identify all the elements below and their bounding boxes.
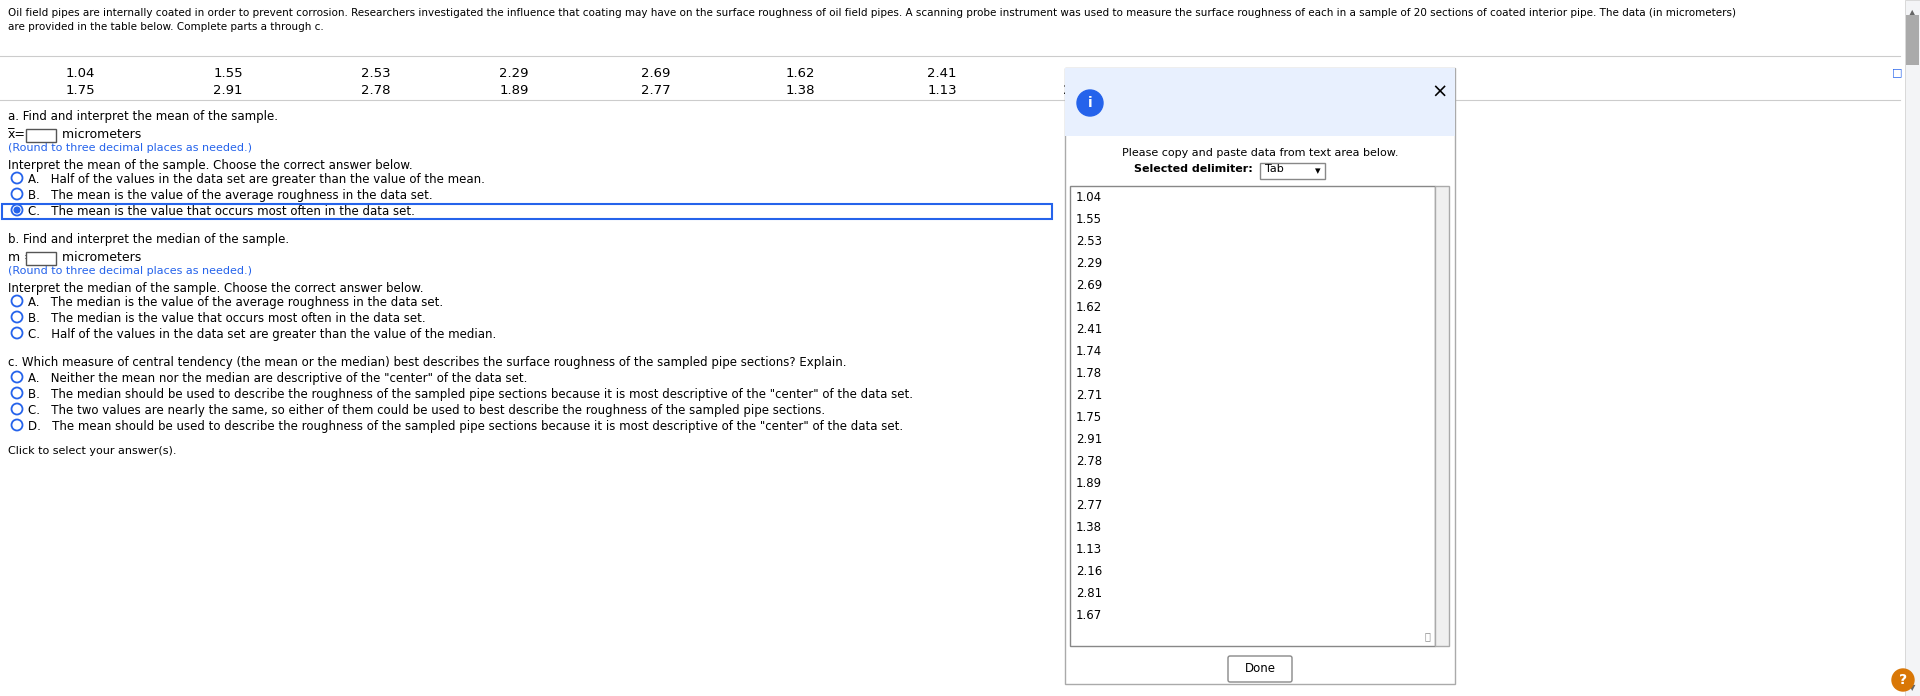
FancyBboxPatch shape — [2, 204, 1052, 219]
Text: 2.91: 2.91 — [1075, 433, 1102, 446]
Text: Selected delimiter:: Selected delimiter: — [1133, 164, 1260, 174]
FancyBboxPatch shape — [1069, 186, 1434, 646]
Text: c. Which measure of central tendency (the mean or the median) best describes the: c. Which measure of central tendency (th… — [8, 356, 847, 369]
Text: 2.71: 2.71 — [1075, 389, 1102, 402]
Text: x̅=: x̅= — [8, 128, 27, 141]
Text: 1.89: 1.89 — [499, 84, 528, 97]
Text: 1.62: 1.62 — [785, 67, 814, 80]
Text: 1.13: 1.13 — [1075, 543, 1102, 556]
Text: A.   The median is the value of the average roughness in the data set.: A. The median is the value of the averag… — [29, 296, 444, 309]
Text: 2.77: 2.77 — [641, 84, 670, 97]
Text: ×: × — [1432, 83, 1448, 102]
Text: □: □ — [1891, 67, 1903, 77]
Text: 1.62: 1.62 — [1075, 301, 1102, 314]
FancyBboxPatch shape — [1229, 656, 1292, 682]
Text: 1.13: 1.13 — [927, 84, 956, 97]
Text: micrometers: micrometers — [58, 128, 142, 141]
Text: 2.16: 2.16 — [1064, 84, 1092, 97]
Text: (Round to three decimal places as needed.): (Round to three decimal places as needed… — [8, 143, 252, 153]
Text: 1.74: 1.74 — [1075, 345, 1102, 358]
FancyBboxPatch shape — [1434, 186, 1450, 646]
Text: 1.78: 1.78 — [1200, 67, 1229, 80]
Text: B.   The median is the value that occurs most often in the data set.: B. The median is the value that occurs m… — [29, 312, 426, 325]
Text: 1.67: 1.67 — [1075, 609, 1102, 622]
Text: are provided in the table below. Complete parts a through c.: are provided in the table below. Complet… — [8, 22, 324, 32]
Text: 1.38: 1.38 — [1075, 521, 1102, 534]
Text: Please copy and paste data from text area below.: Please copy and paste data from text are… — [1121, 148, 1398, 158]
FancyBboxPatch shape — [1905, 0, 1920, 696]
Text: Tab: Tab — [1265, 164, 1284, 174]
Text: 2.41: 2.41 — [927, 67, 956, 80]
Text: 2.78: 2.78 — [361, 84, 392, 97]
Text: 2.69: 2.69 — [641, 67, 670, 80]
Text: Interpret the median of the sample. Choose the correct answer below.: Interpret the median of the sample. Choo… — [8, 282, 424, 295]
Text: B.   The mean is the value of the average roughness in the data set.: B. The mean is the value of the average … — [29, 189, 432, 202]
Text: i: i — [1089, 96, 1092, 110]
Text: m =: m = — [8, 251, 35, 264]
Text: 2.81: 2.81 — [1075, 587, 1102, 600]
Text: 1.04: 1.04 — [65, 67, 94, 80]
Text: 2.77: 2.77 — [1075, 499, 1102, 512]
Text: 2.29: 2.29 — [499, 67, 528, 80]
Text: 2.71: 2.71 — [1334, 67, 1365, 80]
Text: ▼: ▼ — [1908, 683, 1916, 692]
Text: a. Find and interpret the mean of the sample.: a. Find and interpret the mean of the sa… — [8, 110, 278, 123]
Text: 2.53: 2.53 — [361, 67, 392, 80]
Text: 2.78: 2.78 — [1075, 455, 1102, 468]
Text: B.   The median should be used to describe the roughness of the sampled pipe sec: B. The median should be used to describe… — [29, 388, 914, 401]
FancyBboxPatch shape — [1066, 68, 1455, 136]
Text: C.   Half of the values in the data set are greater than the value of the median: C. Half of the values in the data set ar… — [29, 328, 495, 341]
Text: Oil field pipes are internally coated in order to prevent corrosion. Researchers: Oil field pipes are internally coated in… — [8, 8, 1736, 18]
Text: Interpret the mean of the sample. Choose the correct answer below.: Interpret the mean of the sample. Choose… — [8, 159, 413, 172]
Text: 2.16: 2.16 — [1075, 565, 1102, 578]
Text: ▾: ▾ — [1315, 166, 1321, 176]
Text: C.   The two values are nearly the same, so either of them could be used to best: C. The two values are nearly the same, s… — [29, 404, 826, 417]
Text: micrometers: micrometers — [58, 251, 142, 264]
Text: (Round to three decimal places as needed.): (Round to three decimal places as needed… — [8, 266, 252, 276]
FancyBboxPatch shape — [27, 252, 56, 265]
FancyBboxPatch shape — [27, 129, 56, 142]
Text: C.   The mean is the value that occurs most often in the data set.: C. The mean is the value that occurs mos… — [29, 205, 415, 218]
Text: 1.89: 1.89 — [1075, 477, 1102, 490]
FancyBboxPatch shape — [1907, 15, 1918, 65]
Text: ?: ? — [1899, 673, 1907, 687]
Text: D.   The mean should be used to describe the roughness of the sampled pipe secti: D. The mean should be used to describe t… — [29, 420, 902, 433]
Text: 2.29: 2.29 — [1075, 257, 1102, 270]
Circle shape — [13, 207, 19, 213]
Text: 1.74: 1.74 — [1064, 67, 1092, 80]
Text: 2.69: 2.69 — [1075, 279, 1102, 292]
Text: ⤡: ⤡ — [1425, 631, 1430, 641]
Text: 2.81: 2.81 — [1200, 84, 1229, 97]
Text: 1.04: 1.04 — [1075, 191, 1102, 204]
Text: 1.75: 1.75 — [65, 84, 94, 97]
Text: ▲: ▲ — [1908, 8, 1916, 17]
Text: Done: Done — [1244, 663, 1275, 676]
Text: 1.55: 1.55 — [1075, 213, 1102, 226]
Text: 2.91: 2.91 — [213, 84, 242, 97]
Text: 1.78: 1.78 — [1075, 367, 1102, 380]
FancyBboxPatch shape — [1260, 163, 1325, 179]
Text: b. Find and interpret the median of the sample.: b. Find and interpret the median of the … — [8, 233, 290, 246]
Text: 1.55: 1.55 — [213, 67, 242, 80]
FancyBboxPatch shape — [1066, 68, 1455, 684]
Text: 1.67: 1.67 — [1334, 84, 1365, 97]
Text: 1.38: 1.38 — [785, 84, 814, 97]
Text: A.   Neither the mean nor the median are descriptive of the "center" of the data: A. Neither the mean nor the median are d… — [29, 372, 528, 385]
Text: 2.41: 2.41 — [1075, 323, 1102, 336]
Circle shape — [1891, 669, 1914, 691]
Text: 1.75: 1.75 — [1075, 411, 1102, 424]
Text: A.   Half of the values in the data set are greater than the value of the mean.: A. Half of the values in the data set ar… — [29, 173, 486, 186]
Text: 2.53: 2.53 — [1075, 235, 1102, 248]
Text: Click to select your answer(s).: Click to select your answer(s). — [8, 446, 177, 456]
Circle shape — [1077, 90, 1102, 116]
